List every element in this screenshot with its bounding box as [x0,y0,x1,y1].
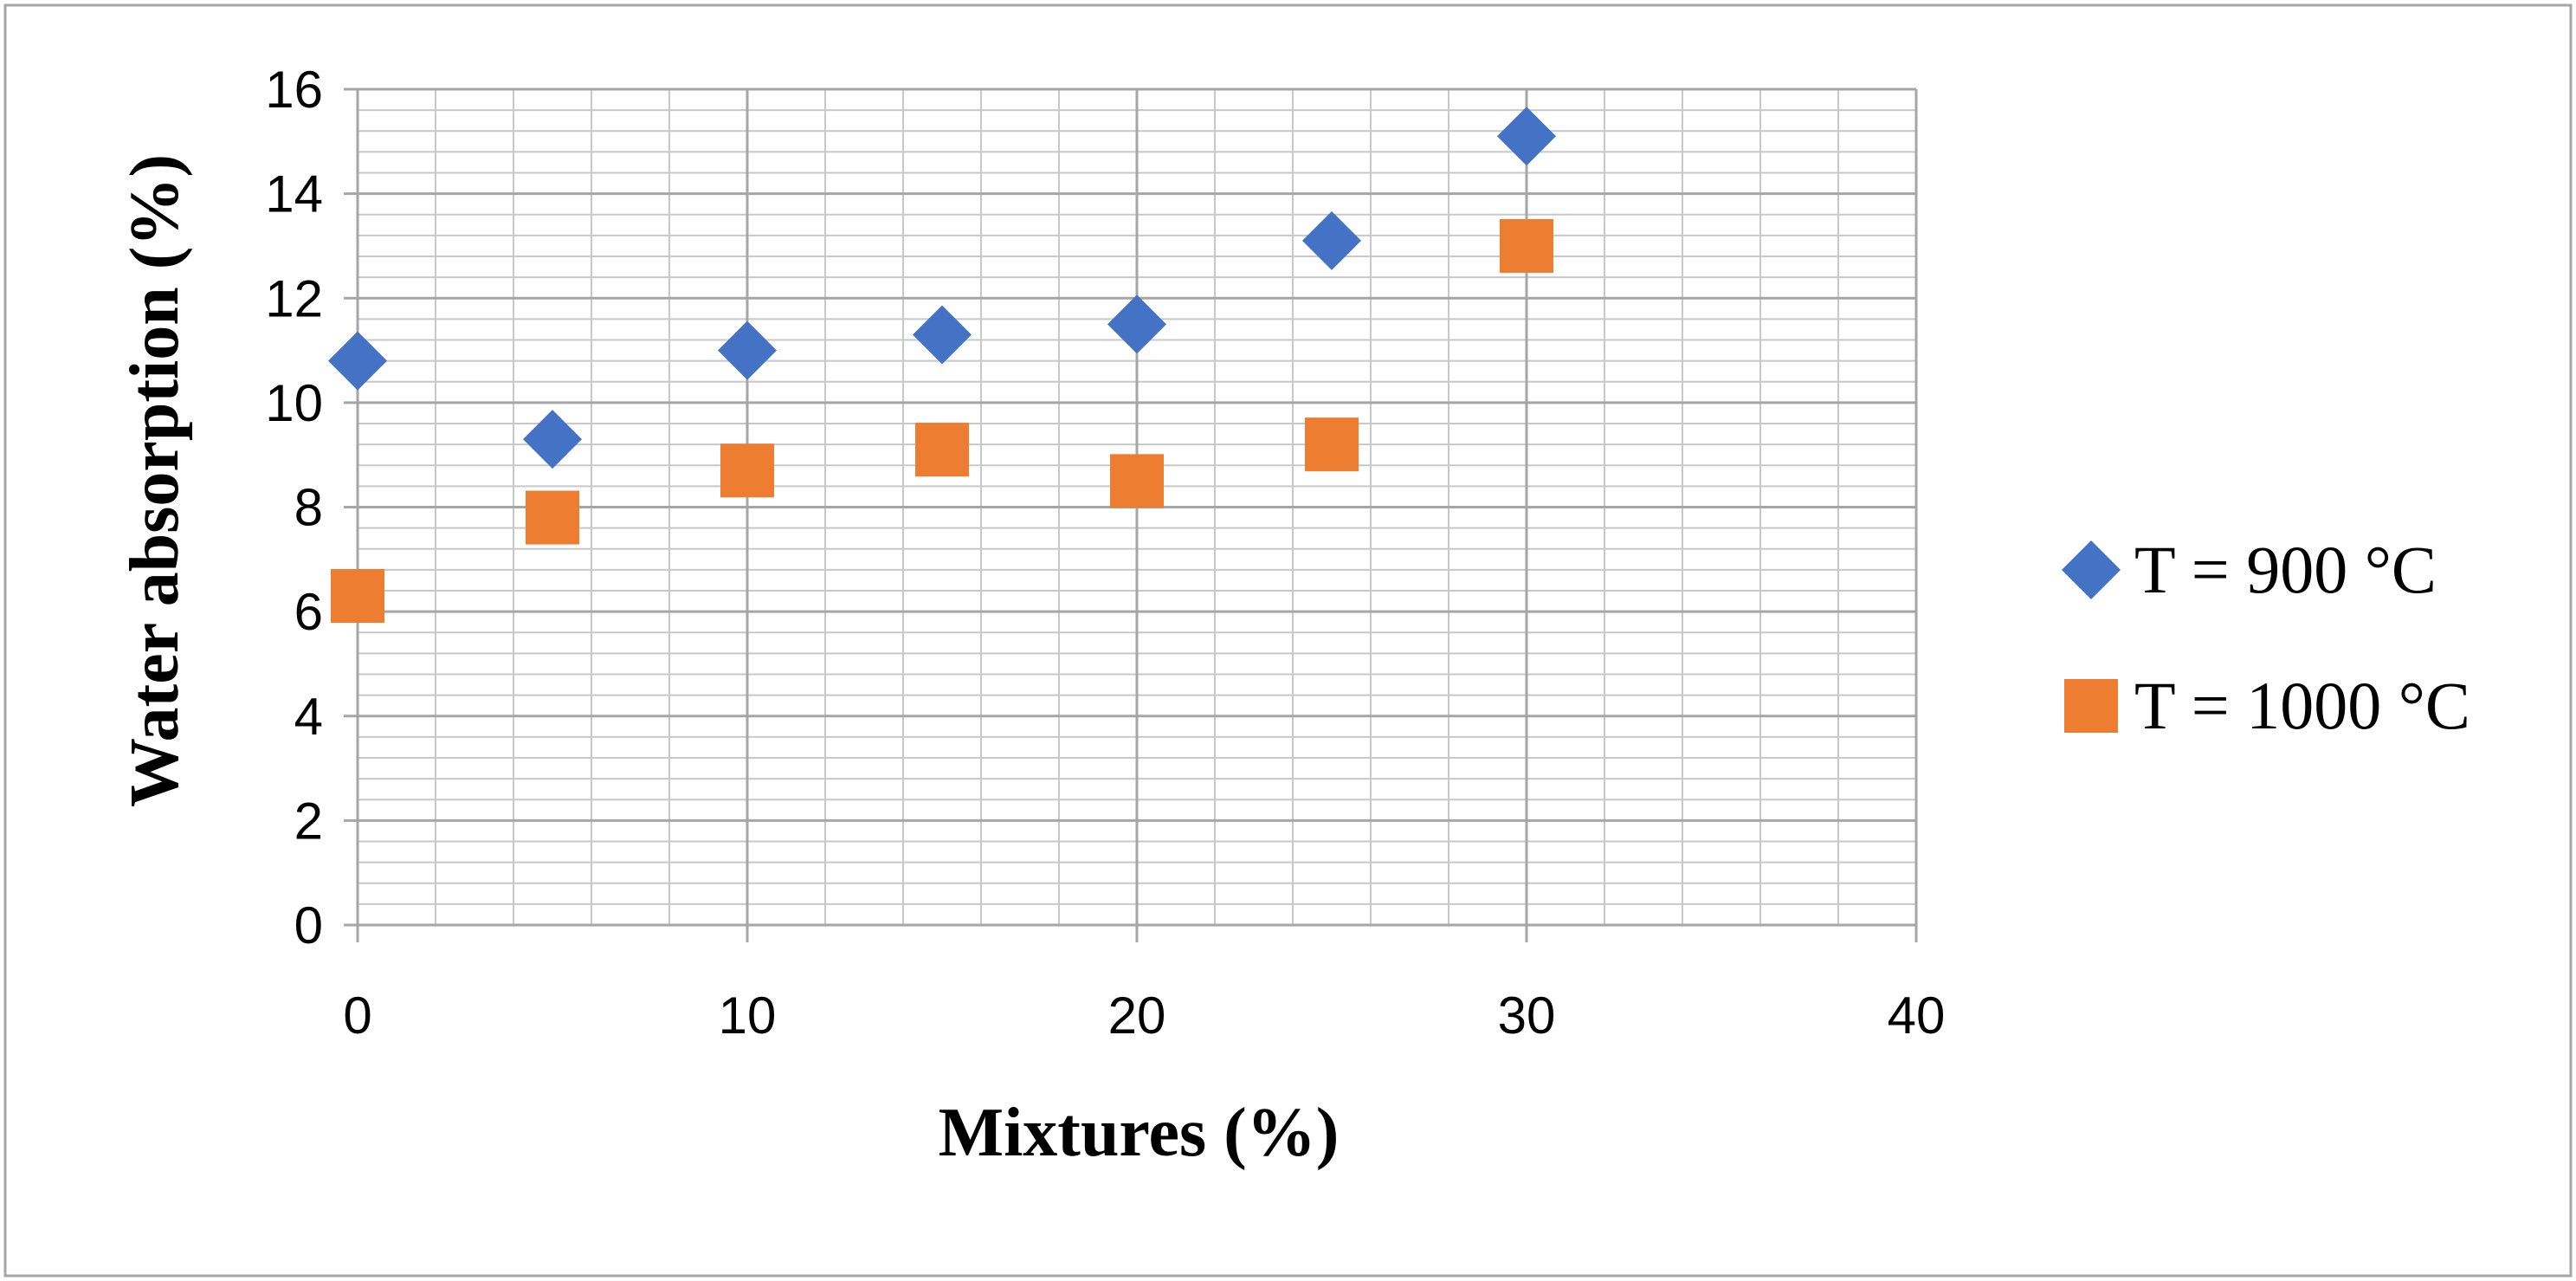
data-point-square [1110,454,1164,508]
legend-item: T = 1000 °C [2064,668,2470,743]
y-tick-label: 0 [294,896,323,954]
legend-item: T = 900 °C [2062,532,2437,607]
legend: T = 900 °C T = 1000 °C [2062,532,2470,743]
y-tick-label: 4 [294,688,323,746]
x-tick-label: 20 [1108,987,1166,1045]
y-tick-label: 16 [265,61,323,119]
y-tick-label: 12 [265,269,323,327]
data-point-diamond [1497,107,1556,166]
data-points [328,107,1556,624]
legend-label: T = 900 °C [2134,532,2437,607]
y-axis-title: Water absorption (%) [117,154,193,807]
y-tick-label: 8 [294,479,323,537]
y-tick-label: 6 [294,583,323,641]
data-point-diamond [913,305,972,365]
legend-label: T = 1000 °C [2134,668,2470,743]
data-point-square [720,443,774,498]
x-tick-label: 40 [1888,987,1946,1045]
series-2-points [331,218,1553,624]
chart-border [3,3,2573,1278]
legend-marker-diamond [2062,540,2121,599]
y-tick-label: 2 [294,792,323,850]
x-tick-label: 10 [719,987,777,1045]
y-axis-tick-labels: 0 2 4 6 8 10 12 14 16 [265,61,323,954]
data-point-diamond [1302,210,1361,270]
legend-marker-square [2064,679,2118,733]
data-point-square [331,569,384,624]
data-point-square [526,490,579,545]
data-point-diamond [1107,294,1166,354]
axis-lines [344,87,1918,942]
data-point-square [1305,417,1359,472]
data-point-square [915,423,969,477]
x-axis-title: Mixtures (%) [939,1095,1340,1171]
y-tick-label: 10 [265,374,323,432]
x-tick-label: 30 [1498,987,1556,1045]
x-axis-tick-labels: 0 10 20 30 40 [343,987,1945,1045]
data-point-diamond [523,410,582,469]
data-point-diamond [718,320,777,380]
y-tick-label: 14 [265,165,323,223]
series-1-points [328,107,1556,469]
data-point-diamond [328,331,387,391]
x-tick-label: 0 [343,987,371,1045]
data-point-square [1500,218,1553,273]
